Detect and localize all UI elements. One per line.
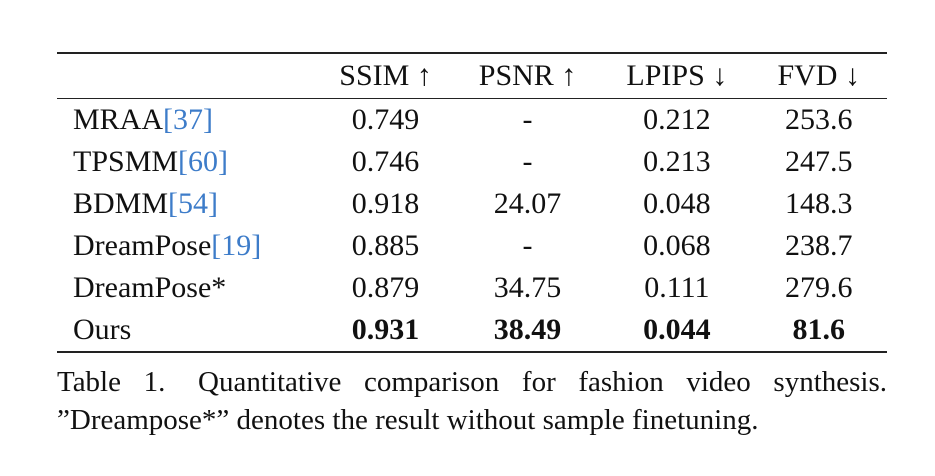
results-table-container: SSIM ↑ PSNR ↑ LPIPS ↓ FVD ↓ MRAA[37] 0.7… [57,52,887,353]
caption-line-1: Table 1. Quantitative comparison for fas… [57,363,887,401]
fvd-cell: 238.7 [784,229,853,262]
table-header: SSIM ↑ PSNR ↑ LPIPS ↓ FVD ↓ [57,53,887,99]
caption-line-2: ”Dreampose*” denotes the result without … [57,404,759,436]
table-row: MRAA[37] 0.749 - 0.212 253.6 [57,99,887,142]
row-method-cell: BDMM[54] [57,183,319,225]
method-name: BDMM [73,187,169,220]
fvd-cell-best: 81.6 [792,313,845,346]
row-method-cell: MRAA[37] [57,99,319,142]
citation-link[interactable]: [37] [163,103,213,136]
lpips-cell: 0.213 [643,145,711,178]
fvd-cell: 148.3 [784,187,853,220]
row-method-cell: DreamPose[19] [57,225,319,267]
method-name: Ours [73,313,132,346]
ssim-cell: 0.918 [351,187,420,220]
method-name: DreamPose [73,229,212,262]
ssim-cell: 0.749 [351,103,420,136]
row-method-cell: DreamPose* [57,267,319,309]
header-lpips: LPIPS ↓ [626,59,728,92]
ssim-cell-best: 0.931 [351,313,420,346]
citation-link[interactable]: [19] [211,229,262,262]
fvd-cell: 253.6 [784,103,853,136]
row-method-cell: TPSMM[60] [57,141,319,183]
fvd-cell: 247.5 [784,145,853,178]
ssim-cell: 0.885 [351,229,420,262]
table-row: DreamPose* 0.879 34.75 0.111 279.6 [57,267,887,309]
method-name: TPSMM [73,145,179,178]
psnr-cell: 24.07 [493,187,562,220]
table-row: DreamPose[19] 0.885 - 0.068 238.7 [57,225,887,267]
table-row-ours: Ours 0.931 38.49 0.044 81.6 [57,309,887,352]
fvd-cell: 279.6 [784,271,853,304]
lpips-cell-best: 0.044 [643,313,711,346]
method-name: MRAA [73,103,164,136]
header-psnr: PSNR ↑ [478,59,577,92]
method-name: DreamPose* [73,271,227,304]
header-row: SSIM ↑ PSNR ↑ LPIPS ↓ FVD ↓ [57,53,887,99]
caption-label: Table 1. [57,366,166,398]
ssim-cell: 0.879 [351,271,420,304]
psnr-cell-best: 38.49 [493,313,562,346]
psnr-cell: 34.75 [493,271,562,304]
header-ssim: SSIM ↑ [339,59,432,92]
table-body: MRAA[37] 0.749 - 0.212 253.6 TPSMM[60] 0… [57,99,887,352]
table-row: BDMM[54] 0.918 24.07 0.048 148.3 [57,183,887,225]
row-method-cell: Ours [57,309,319,352]
results-table: SSIM ↑ PSNR ↑ LPIPS ↓ FVD ↓ MRAA[37] 0.7… [57,52,887,353]
lpips-cell: 0.068 [643,229,711,262]
psnr-cell: - [522,103,533,136]
lpips-cell: 0.111 [644,271,710,304]
lpips-cell: 0.212 [643,103,711,136]
lpips-cell: 0.048 [643,187,711,220]
psnr-cell: - [522,229,533,262]
header-method-blank [57,53,319,99]
citation-link[interactable]: [60] [178,145,229,178]
citation-link[interactable]: [54] [168,187,219,220]
caption-text-1: Quantitative comparison for fashion vide… [198,366,888,398]
table-row: TPSMM[60] 0.746 - 0.213 247.5 [57,141,887,183]
ssim-cell: 0.746 [351,145,420,178]
header-fvd: FVD ↓ [777,59,860,92]
table-caption: Table 1. Quantitative comparison for fas… [57,363,887,439]
psnr-cell: - [522,145,533,178]
